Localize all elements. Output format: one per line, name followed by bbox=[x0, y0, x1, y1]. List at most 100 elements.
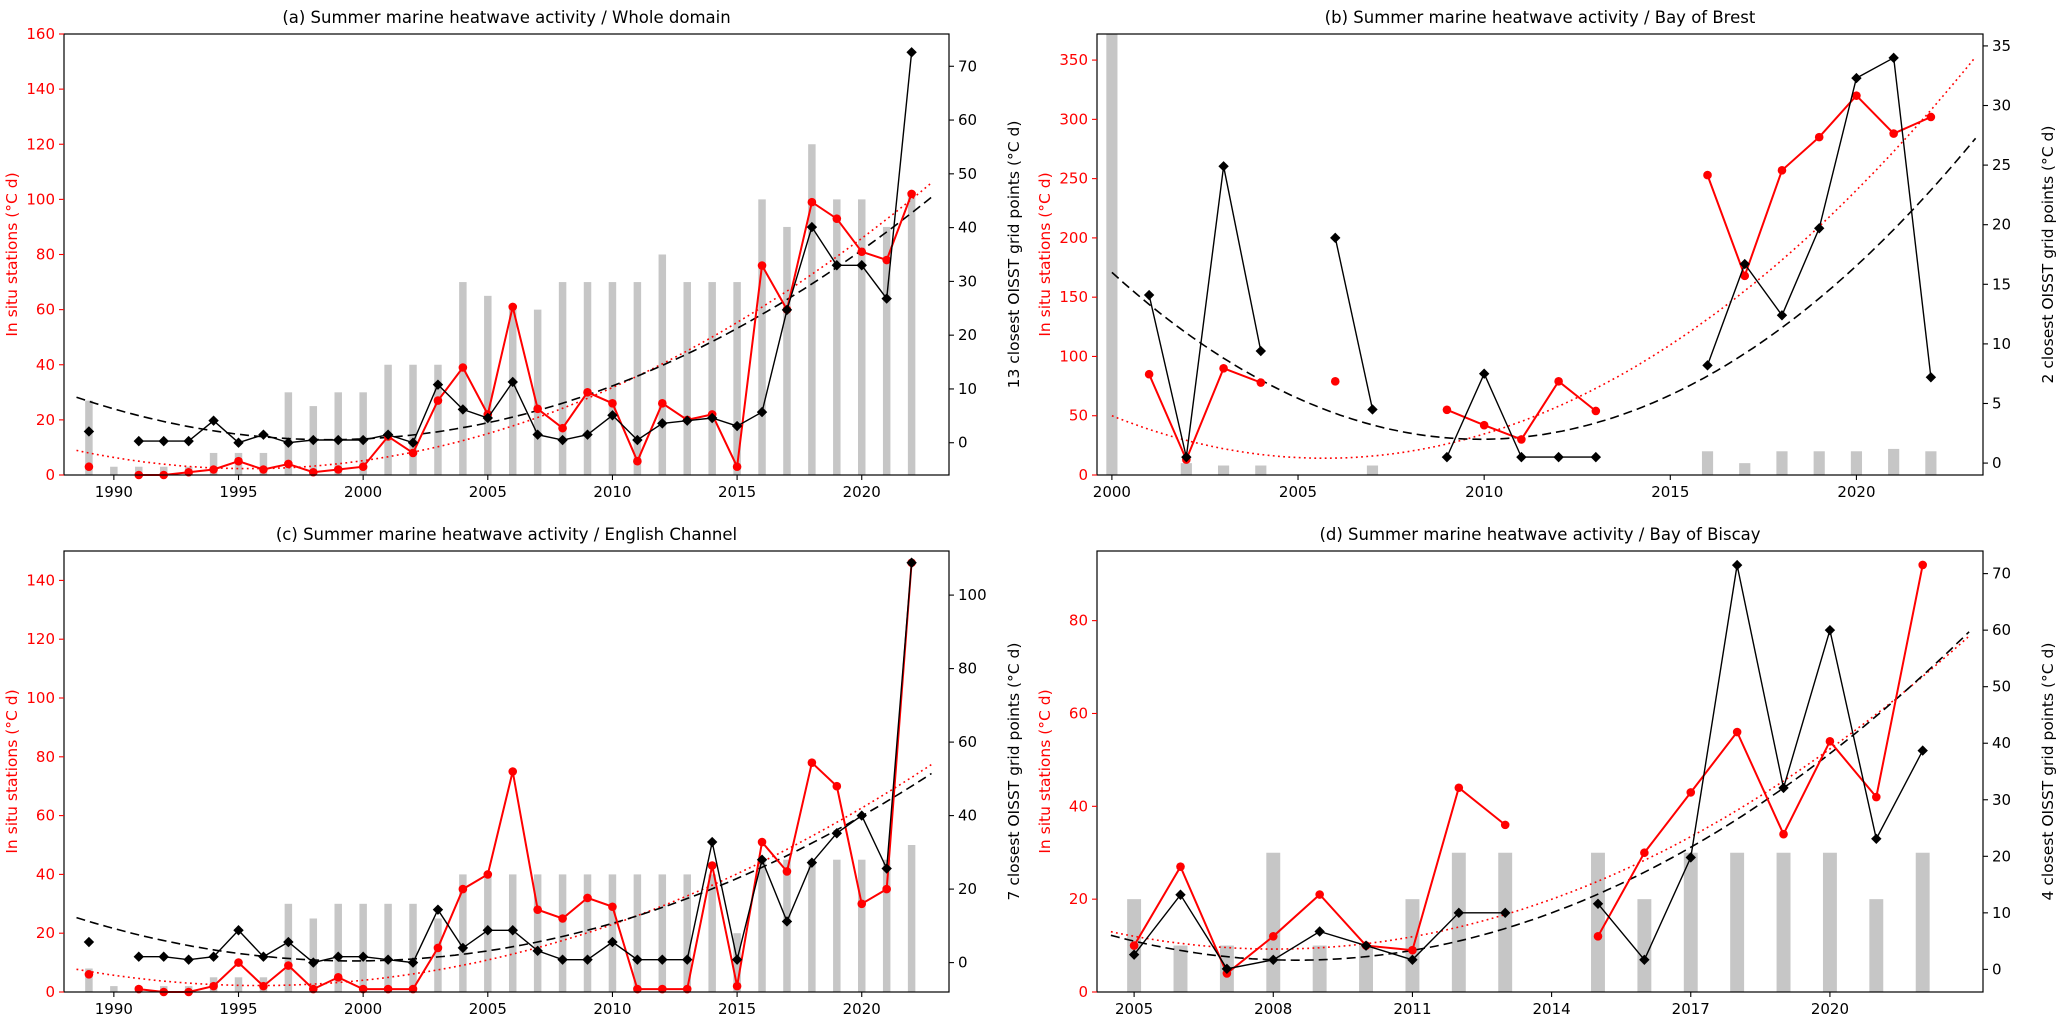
left-tick-label: 20 bbox=[1069, 890, 1088, 908]
circle-marker bbox=[608, 902, 617, 912]
series-line bbox=[1597, 564, 1924, 962]
right-tick-label: 60 bbox=[958, 111, 977, 129]
diamond-marker bbox=[632, 434, 643, 446]
circle-marker bbox=[458, 884, 468, 894]
diamond-marker bbox=[706, 836, 718, 848]
bar bbox=[508, 309, 517, 475]
diamond-marker bbox=[881, 863, 892, 874]
x-tick-label: 1990 bbox=[95, 1000, 133, 1018]
circle-marker bbox=[84, 970, 94, 979]
right-tick-label: 10 bbox=[1992, 904, 2011, 922]
diamond-marker bbox=[482, 412, 494, 424]
circle-marker bbox=[633, 456, 642, 466]
circle-marker bbox=[433, 396, 443, 405]
bar bbox=[110, 986, 118, 992]
circle-marker bbox=[558, 914, 567, 923]
plot-frame bbox=[1096, 33, 1984, 476]
x-tick-label: 2008 bbox=[1254, 1000, 1292, 1018]
bar bbox=[882, 226, 891, 475]
circle-marker bbox=[1918, 560, 1927, 570]
diamond-marker bbox=[1739, 258, 1750, 270]
trend-curves bbox=[1111, 56, 1977, 460]
diamond-marker bbox=[1478, 368, 1490, 379]
diamond-marker bbox=[806, 857, 818, 868]
diamond-marker bbox=[507, 376, 518, 388]
diamond-marker bbox=[208, 951, 219, 962]
diamond-marker bbox=[407, 437, 419, 448]
x-tick-label: 1995 bbox=[219, 1000, 257, 1018]
right-tick-label: 70 bbox=[1992, 565, 2011, 583]
bar bbox=[434, 364, 442, 475]
diamond-marker bbox=[1814, 223, 1825, 234]
bar bbox=[459, 874, 467, 992]
circle-marker bbox=[1703, 170, 1712, 180]
diamond-marker bbox=[1143, 289, 1155, 301]
diamond-marker bbox=[731, 420, 743, 432]
circle-marker bbox=[707, 861, 717, 870]
bar bbox=[85, 968, 93, 992]
circle-marker bbox=[1825, 737, 1835, 746]
x-tick-label: 2005 bbox=[1115, 1000, 1153, 1018]
circle-marker bbox=[433, 943, 443, 953]
circle-marker bbox=[483, 870, 493, 879]
diamond-marker bbox=[258, 429, 269, 440]
circle-marker bbox=[807, 758, 817, 767]
series-line bbox=[1446, 379, 1597, 441]
circle-marker bbox=[757, 837, 767, 847]
bar bbox=[459, 282, 467, 475]
circle-marker bbox=[1129, 941, 1139, 950]
circle-marker bbox=[1219, 364, 1228, 373]
circle-marker bbox=[732, 462, 742, 472]
trend-dashed bbox=[1110, 631, 1970, 962]
series-in-situ-stations bbox=[1144, 91, 1936, 464]
chart-a-canvas: 1990 1995 2000 2005 2010 2015 2020020406080100… bbox=[3, 25, 1023, 501]
circle-marker bbox=[732, 981, 742, 991]
diamond-marker bbox=[607, 410, 618, 421]
circle-marker bbox=[234, 958, 243, 967]
left-tick-label: 40 bbox=[1069, 797, 1088, 815]
circle-marker bbox=[358, 462, 368, 472]
circle-marker bbox=[1593, 931, 1603, 941]
bar bbox=[583, 874, 592, 992]
circle-marker bbox=[134, 984, 144, 994]
right-tick-label: 20 bbox=[958, 880, 977, 898]
circle-marker bbox=[832, 781, 842, 791]
left-tick-label: 40 bbox=[36, 356, 55, 374]
circle-marker bbox=[1479, 420, 1489, 430]
series-oisst-grid-points bbox=[83, 47, 917, 448]
series-line bbox=[138, 562, 913, 964]
diamond-marker bbox=[1888, 52, 1899, 64]
circle-marker bbox=[782, 867, 792, 876]
circle-marker bbox=[1144, 369, 1154, 379]
bars-layer bbox=[1106, 34, 1937, 475]
circle-marker bbox=[558, 423, 567, 433]
diamond-marker bbox=[283, 437, 294, 448]
right-tick-label: 35 bbox=[1992, 37, 2011, 55]
diamond-marker bbox=[1268, 954, 1279, 965]
bar bbox=[583, 282, 592, 475]
trend-curves bbox=[1110, 631, 1970, 962]
right-tick-label: 25 bbox=[1992, 156, 2011, 174]
right-tick-label: 30 bbox=[1992, 97, 2011, 115]
circle-marker bbox=[1591, 406, 1601, 416]
bar bbox=[1217, 465, 1230, 475]
circle-marker bbox=[857, 899, 867, 909]
chart-d-title: (d) Summer marine heatwave activity / Ba… bbox=[1319, 525, 1761, 544]
diamond-marker bbox=[706, 412, 718, 424]
diamond-marker bbox=[1441, 451, 1453, 463]
diamond-marker bbox=[333, 951, 344, 962]
left-tick-label: 80 bbox=[1069, 612, 1088, 630]
bar bbox=[708, 874, 716, 992]
right-tick-label: 20 bbox=[1992, 847, 2011, 865]
left-tick-label: 80 bbox=[36, 246, 55, 264]
bar bbox=[1813, 451, 1825, 475]
circle-marker bbox=[882, 884, 891, 894]
diamond-marker bbox=[283, 936, 294, 948]
series-oisst-grid-points bbox=[1128, 559, 1928, 975]
series-line bbox=[138, 562, 913, 993]
right-tick-label: 60 bbox=[958, 733, 977, 751]
right-tick-label: 0 bbox=[958, 954, 968, 972]
left-tick-label: 150 bbox=[1059, 288, 1088, 306]
bar bbox=[209, 452, 218, 475]
chart-c-canvas: 1990 1995 2000 2005 2010 2015 2020 0 20 40 60 80 100… bbox=[3, 550, 1023, 1018]
